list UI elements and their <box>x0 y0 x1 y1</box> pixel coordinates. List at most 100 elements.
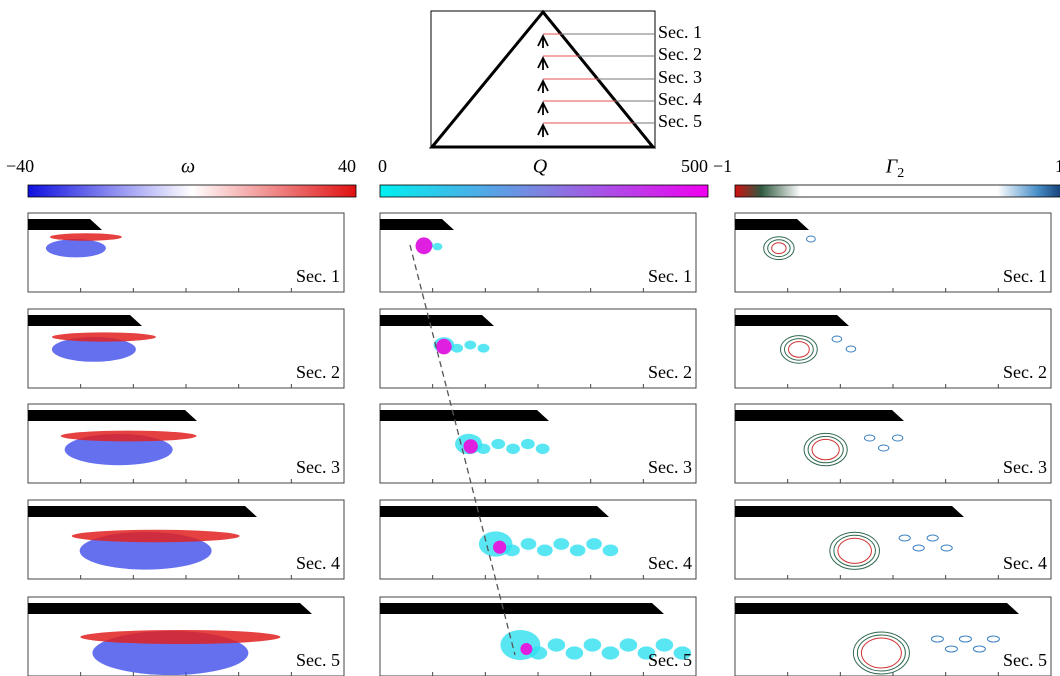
panel-label: Sec. 4 <box>648 553 692 573</box>
q-blob <box>521 538 537 550</box>
colorbar-symbol: Q <box>533 156 548 178</box>
panel: Sec. 2 <box>735 309 1051 388</box>
q-blob <box>586 538 602 550</box>
plate <box>380 603 664 614</box>
q-blob <box>603 545 619 557</box>
plate <box>380 315 494 326</box>
panel: Sec. 4 <box>735 500 1051 579</box>
arrow <box>538 103 548 115</box>
vorticity-positive <box>52 332 156 341</box>
colorbar-min: −40 <box>6 156 34 176</box>
colorbar-max: 500 <box>681 156 708 176</box>
q-blob <box>570 545 586 557</box>
plate <box>735 603 1019 614</box>
q-blob <box>506 444 520 454</box>
colorbar <box>735 185 1060 197</box>
panel: Sec. 4 <box>380 500 696 579</box>
arrow <box>538 36 548 48</box>
arrow <box>538 125 548 137</box>
colorbar-symbol: Γ2 <box>885 156 904 182</box>
panel: Sec. 5 <box>28 597 344 676</box>
colorbar-subscript: 2 <box>897 166 904 181</box>
q-blob <box>451 344 463 353</box>
panel-label: Sec. 4 <box>1003 553 1047 573</box>
plate <box>380 410 549 421</box>
section-label: Sec. 3 <box>658 67 702 87</box>
q-core <box>520 643 532 655</box>
plate <box>28 410 197 421</box>
q-blob <box>537 545 553 557</box>
panel: Sec. 2 <box>28 309 344 388</box>
section-label: Sec. 2 <box>658 44 702 64</box>
plate <box>28 315 142 326</box>
colorbar <box>28 185 356 197</box>
colorbar-max: 1 <box>1055 156 1060 176</box>
section-label: Sec. 1 <box>658 22 702 42</box>
panel: Sec. 5 <box>735 597 1051 676</box>
q-blob <box>602 646 620 659</box>
arrow <box>538 81 548 93</box>
panel-label: Sec. 5 <box>296 650 340 670</box>
section-label: Sec. 5 <box>658 111 702 131</box>
panel: Sec. 1 <box>28 213 344 292</box>
plate <box>735 410 904 421</box>
page: {"diagram": {"sections": ["Sec. 1", "Sec… <box>0 0 1060 676</box>
panel-label: Sec. 2 <box>648 362 692 382</box>
plate <box>380 506 609 517</box>
panel-label: Sec. 3 <box>1003 457 1047 477</box>
q-core <box>463 439 477 453</box>
panel-label: Sec. 5 <box>1003 650 1047 670</box>
q-blob <box>521 439 535 449</box>
q-blob <box>464 341 476 350</box>
panel: Sec. 3 <box>28 404 344 483</box>
colorbar-min: −1 <box>713 156 732 176</box>
panel-label: Sec. 3 <box>296 457 340 477</box>
arrow <box>538 58 548 70</box>
q-core <box>436 339 452 355</box>
panel-label: Sec. 1 <box>1003 266 1047 286</box>
vorticity-negative <box>46 239 106 257</box>
plate <box>28 219 102 230</box>
vorticity-positive <box>72 530 240 542</box>
panel: Sec. 2 <box>380 309 696 388</box>
panel: Sec. 3 <box>735 404 1051 483</box>
plate <box>28 603 312 614</box>
panel-label: Sec. 2 <box>296 362 340 382</box>
panel-label: Sec. 5 <box>648 650 692 670</box>
colorbar-max: 40 <box>338 156 356 176</box>
q-blob <box>620 638 638 651</box>
vorticity-positive <box>61 431 197 442</box>
panel-label: Sec. 3 <box>648 457 692 477</box>
panel: Sec. 4 <box>28 500 344 579</box>
q-blob <box>536 444 550 454</box>
q-blob <box>504 545 520 557</box>
vorticity-positive <box>50 233 122 241</box>
plate <box>735 315 849 326</box>
colorbar-symbol: ω <box>181 156 195 178</box>
q-blob <box>584 638 602 651</box>
figure: Sec. 1Sec. 2Sec. 3Sec. 4Sec. 5−4040ωSec.… <box>0 0 1060 676</box>
panel: Sec. 1 <box>735 213 1051 292</box>
q-blob <box>477 444 491 454</box>
panel: Sec. 1 <box>380 213 696 292</box>
panel: Sec. 3 <box>380 404 696 483</box>
q-blob <box>478 344 490 353</box>
panel-label: Sec. 1 <box>648 266 692 286</box>
q-blob <box>548 638 566 651</box>
plate <box>735 219 809 230</box>
q-core <box>493 541 506 554</box>
plate <box>380 219 454 230</box>
q-blob <box>433 243 443 250</box>
plate <box>28 506 257 517</box>
panel-label: Sec. 4 <box>296 553 340 573</box>
q-blob <box>553 538 569 550</box>
panel-label: Sec. 1 <box>296 266 340 286</box>
panel-label: Sec. 2 <box>1003 362 1047 382</box>
q-blob <box>491 439 505 449</box>
q-blob <box>566 646 584 659</box>
section-label: Sec. 4 <box>658 89 702 109</box>
q-core <box>416 237 433 254</box>
panel: Sec. 5 <box>380 597 696 676</box>
colorbar-min: 0 <box>378 156 387 176</box>
colorbar <box>380 185 708 197</box>
